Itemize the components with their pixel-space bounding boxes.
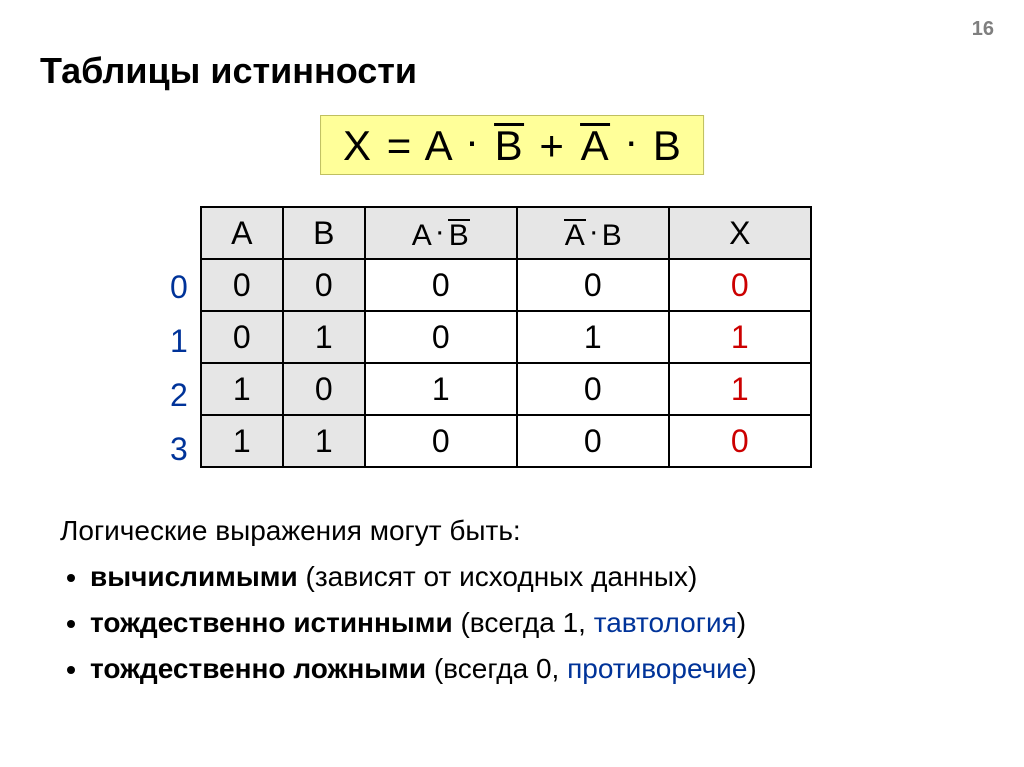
term: тождественно ложными: [90, 653, 426, 684]
formula-a2-bar: A: [580, 122, 610, 170]
table-row: 0 1 0 1 1: [201, 311, 811, 363]
list-item: тождественно ложными (всегда 0, противор…: [90, 648, 964, 690]
row-index: 2: [170, 368, 188, 422]
term: вычислимыми: [90, 561, 298, 592]
term-desc: (зависят от исходных данных): [298, 561, 698, 592]
formula-dot2: ·: [624, 117, 638, 164]
cell: 1: [283, 311, 365, 363]
page-title: Таблицы истинности: [40, 50, 417, 92]
term: тождественно истинными: [90, 607, 453, 638]
col-header-nota-and-b: A·B: [517, 207, 669, 259]
cell: 1: [283, 415, 365, 467]
cell: 0: [201, 259, 283, 311]
cell: 0: [283, 363, 365, 415]
formula-dot1: ·: [465, 117, 479, 164]
list-item: вычислимыми (зависят от исходных данных): [90, 556, 964, 598]
row-index: 1: [170, 314, 188, 368]
highlight: противоречие: [567, 653, 747, 684]
list-item: тождественно истинными (всегда 1, тавтол…: [90, 602, 964, 644]
formula-a1: A: [425, 122, 451, 169]
truth-table-region: 0 1 2 3 A B A·B A·B X: [170, 206, 812, 476]
cell: 0: [365, 259, 517, 311]
truth-table: A B A·B A·B X 0 0 0 0 0: [200, 206, 812, 468]
formula-lhs: X: [343, 122, 371, 169]
cell: 1: [517, 311, 669, 363]
row-index: 0: [170, 260, 188, 314]
col-header-a: A: [201, 207, 283, 259]
cell: 0: [283, 259, 365, 311]
term-desc: ): [737, 607, 746, 638]
notes-list: вычислимыми (зависят от исходных данных)…: [90, 556, 964, 690]
cell-result: 0: [669, 415, 811, 467]
highlight: тавтология: [594, 607, 737, 638]
cell: 1: [201, 363, 283, 415]
term-desc: (всегда 0,: [426, 653, 567, 684]
cell: 0: [517, 259, 669, 311]
col-header-x: X: [669, 207, 811, 259]
col-header-a-and-notb: A·B: [365, 207, 517, 259]
notes: Логические выражения могут быть: вычисли…: [60, 510, 964, 694]
formula: X = A · B + A · B: [320, 115, 704, 175]
cell-result: 1: [669, 363, 811, 415]
table-row: 1 1 0 0 0: [201, 415, 811, 467]
page-number: 16: [972, 18, 994, 41]
table-row: 0 0 0 0 0: [201, 259, 811, 311]
table-row: 1 0 1 0 1: [201, 363, 811, 415]
table-header-row: A B A·B A·B X: [201, 207, 811, 259]
cell: 0: [517, 363, 669, 415]
cell: 0: [365, 415, 517, 467]
cell: 1: [365, 363, 517, 415]
cell-result: 1: [669, 311, 811, 363]
cell: 0: [517, 415, 669, 467]
cell-result: 0: [669, 259, 811, 311]
notes-intro: Логические выражения могут быть:: [60, 510, 964, 552]
formula-b2: B: [653, 122, 681, 169]
cell: 0: [365, 311, 517, 363]
cell: 0: [201, 311, 283, 363]
row-index-labels: 0 1 2 3: [170, 260, 188, 476]
formula-b1-bar: B: [494, 122, 524, 170]
col-header-b: B: [283, 207, 365, 259]
term-desc: ): [747, 653, 756, 684]
term-desc: (всегда 1,: [453, 607, 594, 638]
cell: 1: [201, 415, 283, 467]
slide: 16 Таблицы истинности X = A · B + A · B …: [0, 0, 1024, 767]
row-index: 3: [170, 422, 188, 476]
formula-eq: =: [387, 122, 412, 169]
formula-plus: +: [539, 122, 564, 169]
